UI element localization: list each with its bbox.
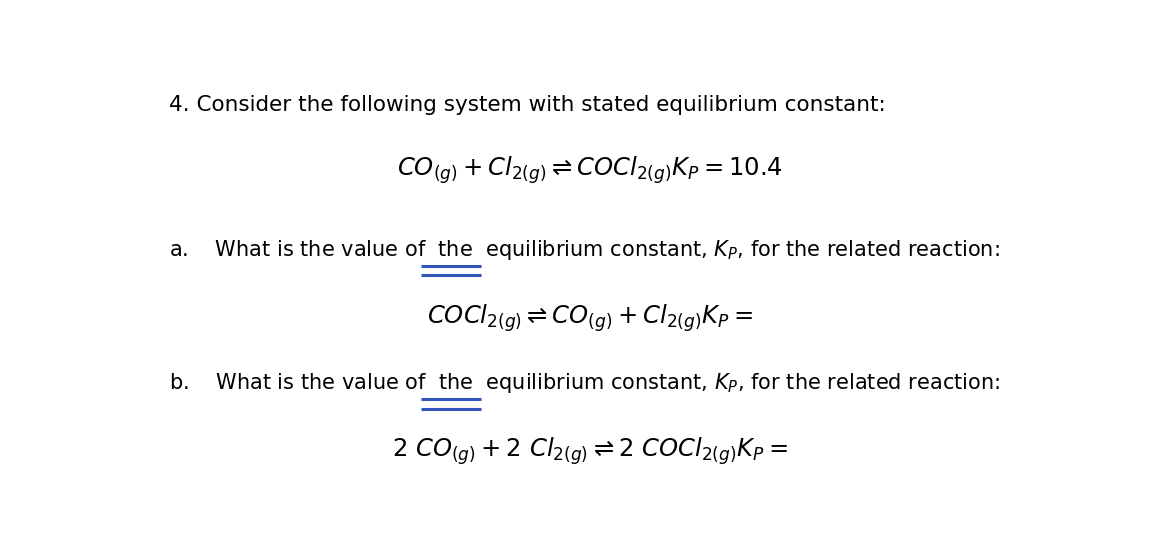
Text: $\mathit{COCl}_{2(g)} \rightleftharpoons \mathit{CO}_{(g)} + \mathit{Cl}_{2(g)}\: $\mathit{COCl}_{2(g)} \rightleftharpoons… <box>427 302 753 334</box>
Text: b.    What is the value of  the  equilibrium constant, $\mathit{K}_{P}$, for the: b. What is the value of the equilibrium … <box>169 371 1000 395</box>
Text: 4. Consider the following system with stated equilibrium constant:: 4. Consider the following system with st… <box>169 95 886 115</box>
Text: a.    What is the value of  the  equilibrium constant, $\mathit{K}_{P}$, for the: a. What is the value of the equilibrium … <box>169 238 1000 262</box>
Text: $2\ \mathit{CO}_{(g)} + 2\ \mathit{Cl}_{2(g)} \rightleftharpoons 2\ \mathit{COCl: $2\ \mathit{CO}_{(g)} + 2\ \mathit{Cl}_{… <box>393 436 788 468</box>
Text: $\mathit{CO}_{(g)} + \mathit{Cl}_{2(g)} \rightleftharpoons \mathit{COCl}_{2(g)}\: $\mathit{CO}_{(g)} + \mathit{Cl}_{2(g)} … <box>397 154 783 186</box>
